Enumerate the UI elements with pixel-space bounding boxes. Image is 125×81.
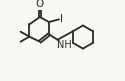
Text: I: I <box>60 14 63 24</box>
Text: O: O <box>36 0 44 9</box>
Text: NH: NH <box>57 40 72 50</box>
